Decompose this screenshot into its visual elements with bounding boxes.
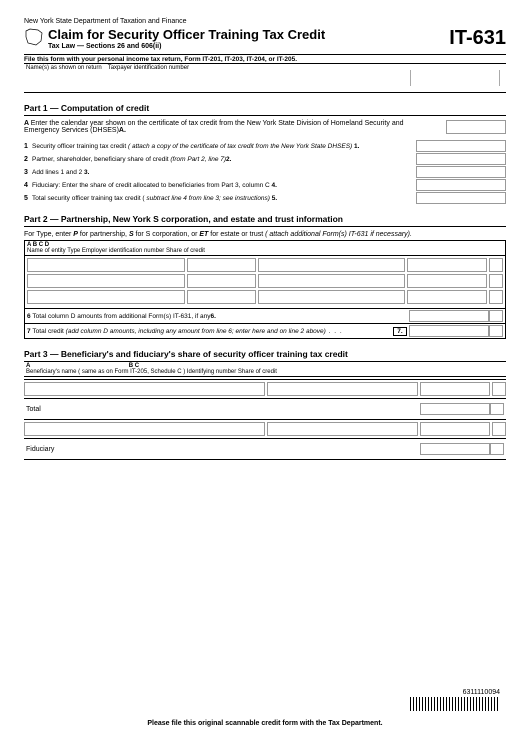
barcode-number: 6311110094 — [410, 689, 500, 696]
part2-line7-cents[interactable] — [489, 325, 503, 337]
part3-fiduciary-input[interactable] — [420, 443, 490, 455]
part3-id-input[interactable] — [267, 382, 418, 396]
part3-name-input[interactable] — [24, 382, 265, 396]
part1-credit-lines: 1 Security officer training tax credit (… — [24, 140, 506, 204]
part2-header: Part 2 — Partnership, New York S corpora… — [24, 214, 506, 227]
barcode-area: 6311110094 — [410, 689, 500, 711]
part2-ein-input[interactable] — [258, 258, 405, 272]
part3-colhead: A B CBeneficiary's name ( same as on For… — [24, 362, 506, 377]
title-row: Claim for Security Officer Training Tax … — [24, 27, 506, 50]
part2-row — [27, 290, 503, 304]
part2-intro: For Type, enter P for partnership, S for… — [24, 231, 506, 238]
dept-name: New York State Department of Taxation an… — [24, 18, 506, 25]
part2-row — [27, 258, 503, 272]
ny-state-icon — [24, 27, 44, 47]
form-subtitle: Tax Law — Sections 26 and 606(ii) — [48, 43, 325, 50]
part1-linea-text: Enter the calendar year shown on the cer… — [24, 120, 404, 134]
part3-total-row: Total — [24, 398, 506, 420]
part1-line4: 4 Fiduciary: Enter the share of credit a… — [24, 179, 506, 191]
name-tin-row: Name(s) as shown on return Taxpayer iden… — [24, 63, 506, 93]
part2-line6: 6 Total column D amounts from additional… — [25, 308, 505, 323]
part3-fiduciary-row: Fiduciary — [24, 438, 506, 460]
part2-line6-input[interactable] — [409, 310, 489, 322]
part2-line7: 7 Total credit (add column D amounts, in… — [25, 323, 505, 338]
tin-label: Taxpayer identification number — [108, 65, 189, 91]
part1-line5: 5 Total security officer training tax cr… — [24, 192, 506, 204]
part2-line7-input[interactable] — [409, 325, 489, 337]
footer-note: Please file this original scannable cred… — [0, 720, 530, 727]
part1-line-a: A Enter the calendar year shown on the c… — [24, 120, 506, 134]
part1-line2-input[interactable] — [416, 153, 506, 165]
part3-header: Part 3 — Beneficiary's and fiduciary's s… — [24, 349, 506, 362]
part3-fiduciary-cents[interactable] — [490, 443, 504, 455]
part3-cents-input[interactable] — [492, 382, 506, 396]
part3-row — [24, 382, 506, 396]
part3-total-cents[interactable] — [490, 403, 504, 415]
form-title: Claim for Security Officer Training Tax … — [48, 27, 325, 42]
part1-line5-input[interactable] — [416, 192, 506, 204]
part2-rows — [25, 256, 505, 308]
title-left: Claim for Security Officer Training Tax … — [24, 27, 325, 50]
part1-line1: 1 Security officer training tax credit (… — [24, 140, 506, 152]
part1-line4-input[interactable] — [416, 179, 506, 191]
form-page: New York State Department of Taxation an… — [0, 0, 530, 749]
name-label: Name(s) as shown on return — [26, 65, 102, 91]
part1-line2: 2 Partner, shareholder, beneficiary shar… — [24, 153, 506, 165]
part2-colhead: A B C DName of entity Type Employer iden… — [25, 241, 505, 256]
part2-line6-cents[interactable] — [489, 310, 503, 322]
part2-name-input[interactable] — [27, 258, 185, 272]
barcode-icon — [410, 697, 500, 711]
part3-share-input[interactable] — [420, 382, 490, 396]
form-code: IT-631 — [449, 27, 506, 50]
tin-input[interactable] — [410, 70, 500, 86]
part2-cents-input[interactable] — [489, 258, 503, 272]
filing-note: File this form with your personal income… — [24, 54, 506, 63]
part1-header: Part 1 — Computation of credit — [24, 103, 506, 116]
part1-body: A Enter the calendar year shown on the c… — [24, 120, 506, 204]
part2-row — [27, 274, 503, 288]
part1-linea-label: A. — [119, 127, 126, 134]
part1-linea-input[interactable] — [446, 120, 506, 134]
part2-share-input[interactable] — [407, 258, 487, 272]
part3-total-input[interactable] — [420, 403, 490, 415]
part1-line1-input[interactable] — [416, 140, 506, 152]
part2-table: A B C DName of entity Type Employer iden… — [24, 240, 506, 339]
part2-type-input[interactable] — [187, 258, 256, 272]
part1-line3: 3 Add lines 1 and 2 3. — [24, 166, 506, 178]
part3-blank-row — [24, 422, 506, 436]
part1-line3-input[interactable] — [416, 166, 506, 178]
